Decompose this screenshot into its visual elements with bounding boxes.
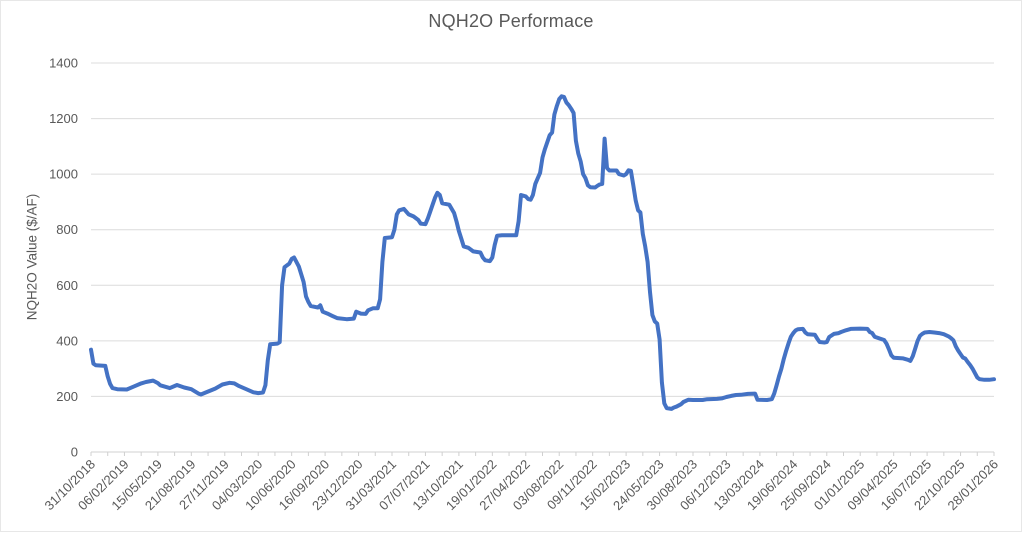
gridlines <box>91 62 994 397</box>
y-tick-labels: 0 200 400 600 800 1000 1200 1400 <box>49 56 78 460</box>
svg-text:1000: 1000 <box>49 167 78 182</box>
svg-text:400: 400 <box>56 333 78 348</box>
svg-text:800: 800 <box>56 222 78 237</box>
svg-text:0: 0 <box>71 445 78 460</box>
data-line-series <box>89 94 996 411</box>
svg-text:1400: 1400 <box>49 56 78 71</box>
svg-text:1200: 1200 <box>49 111 78 126</box>
svg-text:600: 600 <box>56 278 78 293</box>
y-axis-title: NQH2O Value ($/AF) <box>24 193 40 321</box>
svg-text:200: 200 <box>56 389 78 404</box>
x-tick-labels: 31/10/201806/02/201915/05/201921/08/2019… <box>41 457 1001 514</box>
x-axis <box>90 451 995 456</box>
chart-title: NQH2O Performace <box>428 11 594 31</box>
